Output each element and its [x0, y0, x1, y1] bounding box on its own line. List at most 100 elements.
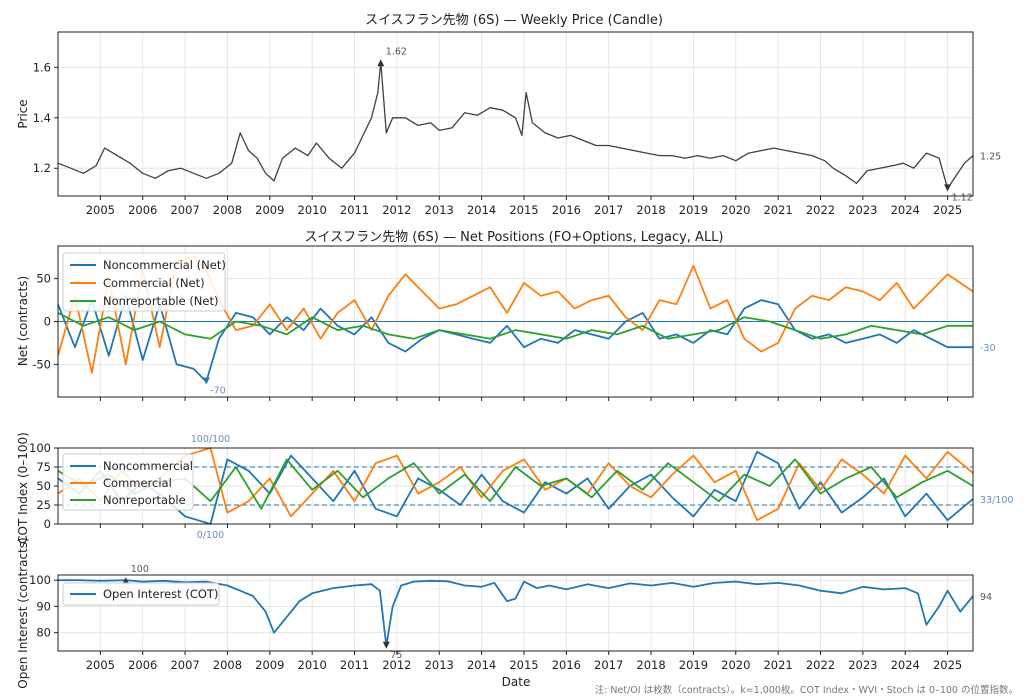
nonreportable-line [57, 312, 973, 340]
x-tick-label: 2017 [594, 203, 623, 217]
y-tick-label: 100 [29, 573, 51, 587]
x-tick-label: 2007 [170, 658, 199, 672]
y-tick-label: 80 [36, 626, 51, 640]
annotation-marker-down [944, 184, 952, 192]
noncommercial-line [57, 450, 974, 525]
x-tick-label: 2015 [509, 203, 538, 217]
x-tick-label: 2017 [594, 658, 623, 672]
cot-y-ticks: 0 25 50 75 100 [29, 441, 58, 531]
x-tick-label: 2012 [382, 203, 411, 217]
y-tick-label: 0 [44, 315, 51, 329]
oi-y-ticks: 80 90 100 [29, 573, 58, 640]
x-tick-label: 2020 [721, 203, 750, 217]
annotation-marker-up [377, 59, 385, 67]
x-tick-label: 2013 [425, 658, 454, 672]
oi-annotations: 100 75 94 [122, 564, 992, 661]
cot-x-ticks [99, 524, 949, 528]
x-tick-label: 2012 [382, 658, 411, 672]
net-annotations: -70 -30 [202, 343, 996, 397]
cot-legend-box [62, 453, 194, 511]
x-tick-label: 2008 [213, 658, 242, 672]
x-tick-label: 2009 [255, 658, 284, 672]
price-ylabel: Price [16, 99, 30, 128]
x-tick-label: 2019 [679, 658, 708, 672]
cot-panel: 100/100 0/100 33/100 0 25 50 75 100 COT Index … [16, 432, 1013, 544]
oi-legend: Open Interest (COT) [62, 582, 220, 606]
x-tick-label: 2024 [891, 658, 920, 672]
oi-axes-frame [57, 574, 974, 652]
annotation-marker-down [202, 377, 210, 385]
price-annotations: 1.62 1.12 1.25 [377, 46, 1001, 203]
x-axis-label: Date [502, 675, 531, 689]
open-interest-line [58, 579, 974, 647]
y-tick-label: 1.2 [33, 161, 51, 175]
net-legend-label-nonreportable: Nonreportable (Net) [103, 294, 218, 308]
cot-legend-label-noncommercial: Noncommercial [103, 459, 193, 473]
annotation-label: 75 [390, 650, 402, 661]
nonreportable-line [57, 458, 974, 510]
x-tick-label: 2019 [679, 203, 708, 217]
y-tick-label: 100 [29, 441, 51, 455]
x-tick-label: 2011 [340, 658, 369, 672]
net-ylabel: Net (contracts) [16, 276, 30, 366]
net-y-ticks: -50 0 50 [32, 272, 58, 371]
x-tick-label: 2020 [721, 658, 750, 672]
price-series [57, 61, 974, 190]
oi-legend-box [62, 582, 220, 606]
price-title: スイスフラン先物 (6S) — Weekly Price (Candle) [365, 13, 663, 28]
x-tick-label: 2022 [806, 658, 835, 672]
footnote: 注: Net/OI は枚数（contracts）。k=1,000枚。COT In… [595, 684, 1018, 696]
oi-legend-label: Open Interest (COT) [103, 587, 218, 601]
annotation-label: 1.62 [386, 46, 407, 57]
x-tick-label: 2006 [128, 658, 157, 672]
x-tick-label: 2025 [933, 658, 962, 672]
y-tick-label: 50 [36, 479, 51, 493]
net-legend: Noncommercial (Net) Commercial (Net) Non… [62, 252, 226, 312]
x-tick-label: 2021 [763, 203, 792, 217]
price-axes-frame [57, 31, 974, 197]
x-tick-label: 2015 [509, 658, 538, 672]
annotation-label: -70 [210, 386, 226, 397]
y-tick-label: 25 [36, 498, 51, 512]
oi-panel: 100 75 94 80 90 100 2005 2006 2007 2008 2009 2010… [16, 537, 992, 688]
price-line [57, 61, 974, 190]
x-tick-label: 2024 [891, 203, 920, 217]
y-tick-label: 1.6 [33, 60, 51, 74]
x-tick-label: 2005 [86, 658, 115, 672]
annotation-label: 100 [131, 564, 149, 575]
x-tick-label: 2023 [848, 658, 877, 672]
net-legend-label-commercial: Commercial (Net) [103, 276, 205, 290]
net-x-ticks [99, 397, 949, 401]
x-tick-label: 2010 [298, 658, 327, 672]
x-tick-label: 2007 [170, 203, 199, 217]
net-legend-box [62, 252, 226, 312]
x-tick-label: 2022 [806, 203, 835, 217]
annotation-label: 33/100 [980, 495, 1013, 506]
x-tick-label: 2021 [763, 658, 792, 672]
x-tick-label: 2006 [128, 203, 157, 217]
x-tick-label: 2023 [848, 203, 877, 217]
x-tick-label: 2011 [340, 203, 369, 217]
cot-legend: Noncommercial Commercial Nonreportable [62, 453, 194, 511]
y-tick-label: 50 [36, 272, 51, 286]
cot-annotations: 100/100 0/100 33/100 [191, 434, 1014, 541]
y-tick-label: 0 [44, 517, 51, 531]
x-tick-label: 2009 [255, 203, 284, 217]
cot-legend-label-nonreportable: Nonreportable [103, 493, 186, 507]
annotation-label: 1.25 [980, 152, 1001, 163]
annotation-label: 1.12 [952, 192, 973, 203]
x-tick-label: 2018 [636, 203, 665, 217]
annotation-label: -30 [980, 343, 996, 354]
price-y-ticks: 1.2 1.4 1.6 [33, 60, 58, 175]
x-tick-label: 2010 [298, 203, 327, 217]
oi-x-ticks: 2005 2006 2007 2008 2009 2010 2011 2012 2013 2014… [86, 651, 962, 672]
annotation-marker-up [122, 577, 130, 585]
price-panel: スイスフラン先物 (6S) — Weekly Price (Candle) 1.… [16, 13, 1001, 217]
x-tick-label: 2014 [467, 203, 496, 217]
y-tick-label: 75 [36, 460, 51, 474]
x-tick-label: 2008 [213, 203, 242, 217]
cot-legend-label-commercial: Commercial [103, 476, 172, 490]
commercial-line [57, 447, 974, 522]
x-tick-label: 2013 [425, 203, 454, 217]
